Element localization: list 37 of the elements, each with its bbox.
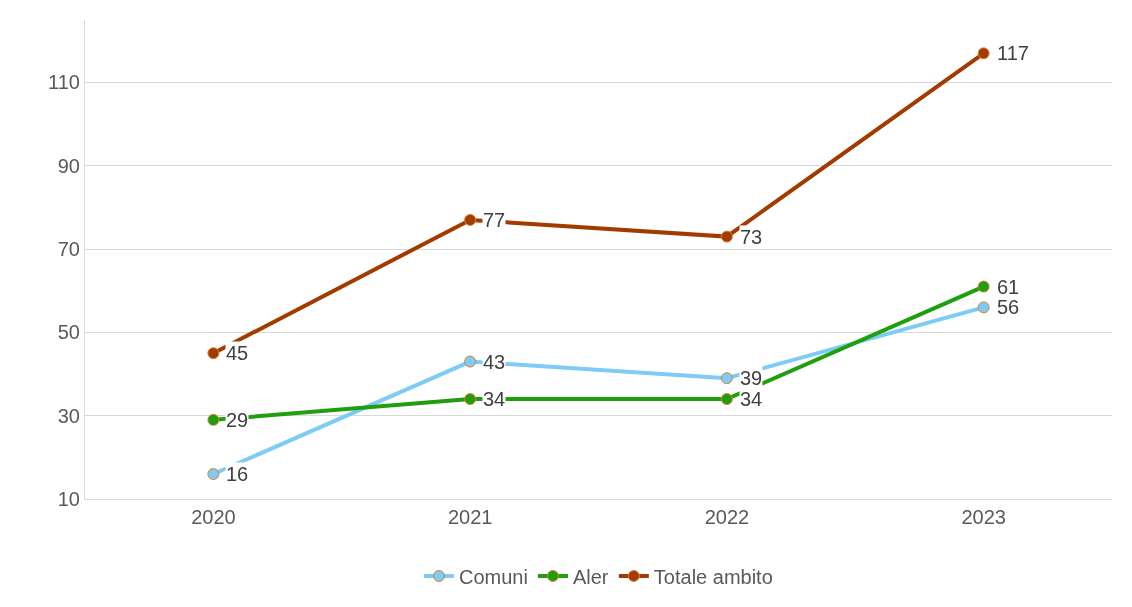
x-tick-label: 2020 xyxy=(191,506,236,528)
legend-label: Aler xyxy=(572,565,609,588)
x-tick-label: 2023 xyxy=(961,506,1006,528)
y-tick-label: 90 xyxy=(57,154,80,177)
point xyxy=(977,301,990,314)
y-tick-label: 70 xyxy=(57,238,80,261)
point xyxy=(720,372,733,385)
y-tick-label: 30 xyxy=(57,404,80,427)
data-label: 34 xyxy=(483,388,506,410)
x-tick-label: 2022 xyxy=(704,506,750,528)
point xyxy=(464,393,477,406)
y-tick-label: 110 xyxy=(48,71,80,94)
data-label: 16 xyxy=(226,463,249,485)
data-label: 73 xyxy=(740,226,763,248)
legend-label: Comuni xyxy=(459,565,528,588)
data-label: 34 xyxy=(740,388,763,410)
point xyxy=(464,213,477,226)
legend-label: Totale ambito xyxy=(653,565,773,588)
point xyxy=(977,47,990,60)
data-label: 77 xyxy=(483,209,506,231)
data-label: 117 xyxy=(997,42,1029,64)
point xyxy=(464,355,477,368)
data-label: 39 xyxy=(740,367,763,389)
point xyxy=(207,413,220,426)
point xyxy=(207,347,220,360)
data-label: 56 xyxy=(997,296,1020,318)
point xyxy=(720,393,733,406)
x-tick-label: 2021 xyxy=(447,506,493,528)
data-label: 43 xyxy=(483,351,506,373)
point xyxy=(720,230,733,243)
data-label: 61 xyxy=(997,276,1020,298)
y-tick-label: 10 xyxy=(57,488,80,510)
y-tick-label: 50 xyxy=(57,321,80,344)
point xyxy=(207,468,220,481)
point xyxy=(977,280,990,293)
data-label: 45 xyxy=(226,342,249,364)
data-label: 29 xyxy=(226,409,249,431)
